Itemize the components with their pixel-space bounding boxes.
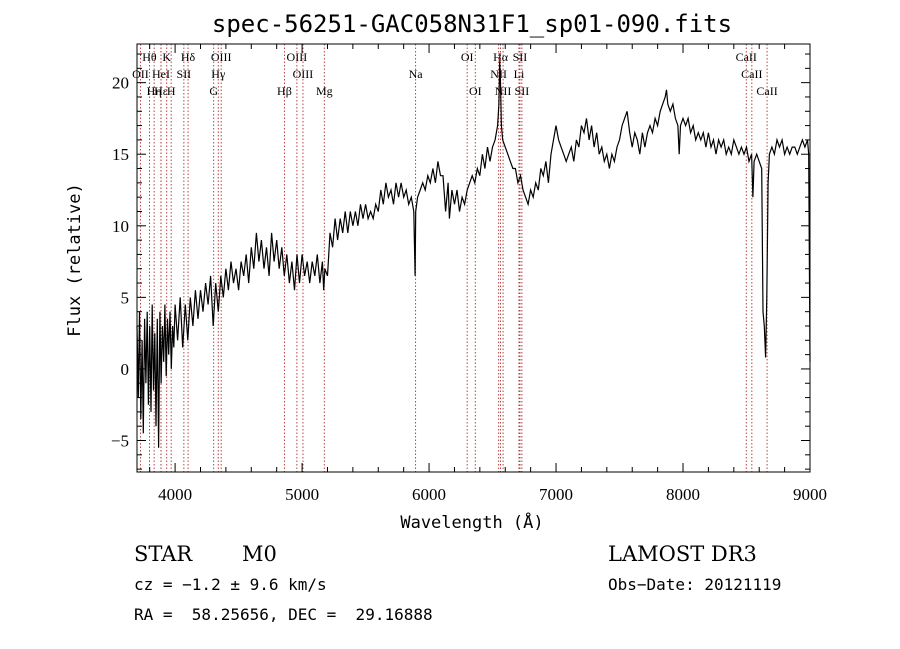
coordinates: RA = 58.25656, DEC = 29.16888	[134, 605, 433, 624]
y-tick-label: −5	[111, 432, 129, 451]
emission-line-label: CaII	[736, 50, 757, 64]
emission-line-label: Na	[409, 67, 424, 81]
emission-line-label: OIII	[211, 50, 232, 64]
spectrum-series	[136, 61, 811, 448]
object-subclass: M0	[242, 542, 277, 566]
object-class: STAR	[134, 542, 193, 566]
emission-line-label: Hγ	[211, 67, 226, 81]
emission-line-label: K	[162, 50, 171, 64]
y-axis-label: Flux (relative)	[65, 183, 85, 337]
emission-line-label: G	[209, 84, 218, 98]
x-tick-label: 8000	[666, 485, 700, 504]
emission-line-label: OII	[132, 67, 149, 81]
emission-line-label: SII	[515, 84, 530, 98]
emission-line-label: OI	[469, 84, 482, 98]
x-tick-label: 5000	[285, 485, 319, 504]
emission-line-label: SII	[513, 50, 528, 64]
y-tick-label: 5	[121, 288, 130, 307]
y-tick-label: 20	[112, 74, 129, 93]
redshift-cz: cz = −1.2 ± 9.6 km/s	[134, 575, 327, 594]
emission-line-label: Hβ	[277, 84, 292, 98]
axis-ticks: 4000 5000 6000 7000 8000 9000 −5 0 5 10 15 20	[111, 44, 827, 504]
survey-name: LAMOST DR3	[608, 542, 757, 566]
emission-line-label: Mg	[316, 84, 333, 98]
emission-line-label: OIII	[293, 67, 314, 81]
emission-line-label: OIII	[287, 50, 308, 64]
emission-line-label: Hη	[147, 84, 162, 98]
y-tick-label: 10	[112, 217, 129, 236]
plot-frame	[136, 43, 811, 473]
y-tick-label: 15	[112, 145, 129, 164]
emission-line-label: Hε	[154, 84, 168, 98]
x-tick-label: 7000	[539, 485, 573, 504]
chart-title: spec-56251-GAC058N31F1_sp01-090.fits	[212, 10, 732, 38]
emission-line-label: Hδ	[181, 50, 196, 64]
emission-line-label: NII	[490, 67, 507, 81]
emission-line-label: HeI	[152, 67, 170, 81]
y-tick-label: 0	[121, 360, 130, 379]
emission-line-label: CaII	[741, 67, 762, 81]
x-axis-label: Wavelength (Å)	[400, 511, 543, 533]
emission-line-label: NII	[495, 84, 512, 98]
emission-line-label: SII	[177, 67, 192, 81]
emission-line-label: CaII	[756, 84, 777, 98]
x-tick-label: 4000	[158, 485, 192, 504]
x-tick-label: 9000	[793, 485, 827, 504]
emission-line-label: OI	[461, 50, 474, 64]
emission-line-label: Hα	[493, 50, 509, 64]
emission-line-label: Hθ	[142, 50, 157, 64]
x-tick-label: 6000	[412, 485, 446, 504]
emission-line-label: H	[167, 84, 176, 98]
observation-date: Obs−Date: 20121119	[608, 575, 782, 594]
emission-line-label: Li	[514, 67, 525, 81]
